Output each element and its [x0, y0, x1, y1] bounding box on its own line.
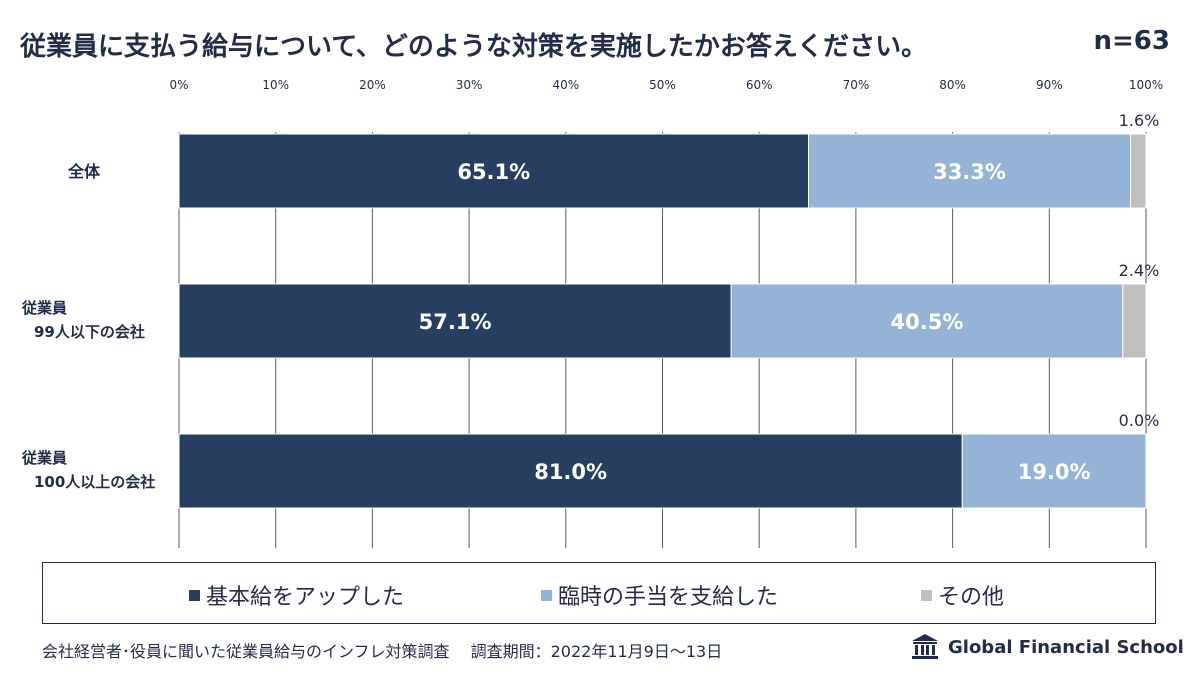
- legend-label: その他: [938, 585, 1005, 610]
- data-label: 57.1%: [419, 310, 492, 334]
- data-label: 1.6%: [1119, 111, 1160, 130]
- legend-label: 基本給をアップした: [206, 585, 405, 610]
- bar-segment: [961, 433, 1147, 509]
- bar-segment: [1122, 283, 1147, 359]
- data-label: 0.0%: [1119, 411, 1160, 430]
- legend-swatch-other: [921, 589, 932, 601]
- legend-item-allowance: 臨時の手当を支給した: [541, 579, 778, 611]
- legend-label: 臨時の手当を支給した: [558, 585, 779, 610]
- brand-name: Global Financial School: [948, 636, 1184, 658]
- x-tick-label: 90%: [1036, 78, 1063, 92]
- x-tick-label: 0%: [169, 78, 188, 92]
- x-tick-label: 80%: [939, 78, 966, 92]
- data-label: 65.1%: [457, 160, 530, 184]
- data-label: 33.3%: [933, 160, 1006, 184]
- x-tick-label: 10%: [262, 78, 289, 92]
- bar-segment: [178, 133, 810, 209]
- category-label: 99人以下の会社: [34, 323, 145, 341]
- x-tick-label: 20%: [359, 78, 386, 92]
- data-label: 19.0%: [1018, 460, 1091, 484]
- category-label: 従業員: [21, 299, 67, 317]
- bar-segment: [808, 133, 1132, 209]
- category-label: 従業員: [21, 449, 67, 467]
- legend-item-base-pay: 基本給をアップした: [189, 579, 404, 611]
- category-label: 100人以上の会社: [34, 473, 155, 491]
- chart-title: 従業員に支払う給与について、どのような対策を実施したかお答えください。: [20, 32, 928, 62]
- legend-swatch-allowance: [541, 589, 552, 601]
- x-tick-label: 60%: [746, 78, 773, 92]
- x-tick-label: 40%: [552, 78, 579, 92]
- data-label: 2.4%: [1119, 261, 1160, 280]
- legend: 基本給をアップした 臨時の手当を支給した その他: [42, 562, 1156, 624]
- legend-item-other: その他: [921, 579, 1004, 611]
- data-label: 81.0%: [534, 460, 607, 484]
- bar-segment: [1130, 133, 1147, 209]
- x-tick-label: 70%: [843, 78, 870, 92]
- data-label: 40.5%: [891, 310, 964, 334]
- x-tick-label: 30%: [456, 78, 483, 92]
- legend-swatch-base-pay: [189, 589, 200, 601]
- bar-segment: [730, 283, 1124, 359]
- category-label: 全体: [67, 162, 101, 181]
- sample-size: n=63: [1093, 26, 1170, 56]
- x-tick-label: 100%: [1129, 78, 1163, 92]
- x-tick-label: 50%: [649, 78, 676, 92]
- brand-logo: Global Financial School: [910, 633, 1184, 661]
- bar-segment: [178, 283, 732, 359]
- school-building-icon: [912, 634, 938, 659]
- source-note: 会社経営者･役員に聞いた従業員給与のインフレ対策調査 調査期間：2022年11月…: [42, 642, 723, 661]
